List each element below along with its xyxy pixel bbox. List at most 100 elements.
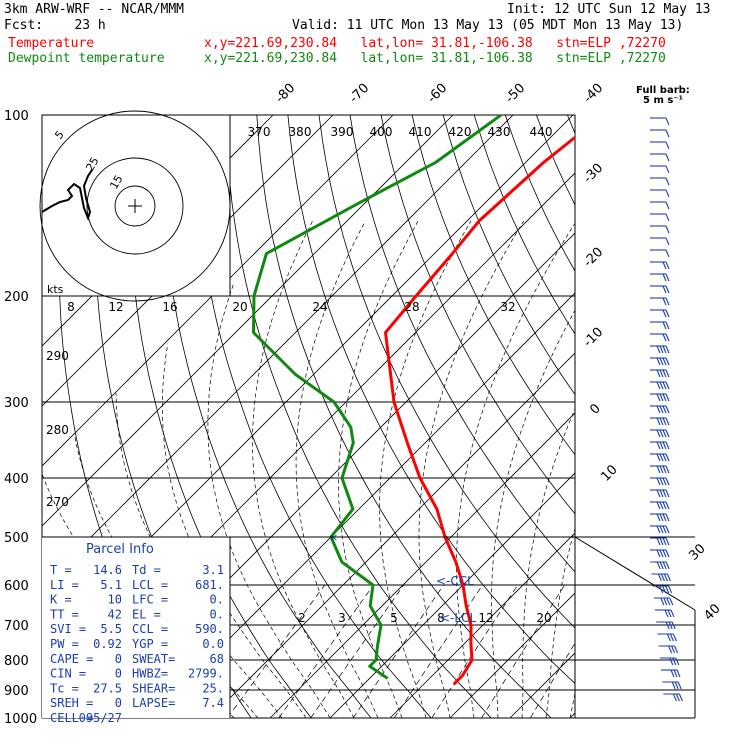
- mixing-ratio-label: 3: [338, 611, 346, 625]
- parcel-info-cell: 0.0: [202, 637, 224, 651]
- left-theta-label: 280: [46, 423, 69, 437]
- temperature-legend-label: Temperature: [8, 36, 95, 51]
- dry-adiabat-line: [536, 115, 575, 206]
- wind-barb: [650, 309, 670, 318]
- forecast-hour: Fcst: 23 h: [4, 18, 106, 33]
- isotherm-line: [209, 352, 575, 719]
- parcel-info-cell: 25.: [202, 681, 224, 695]
- mixing-ratio-upper-label: 20: [232, 300, 247, 314]
- mixing-ratio-line: [278, 584, 374, 719]
- isotherm-line: [149, 292, 575, 719]
- wind-barb: [650, 417, 670, 426]
- mixing-ratio-label: 2: [298, 611, 306, 625]
- wind-barb: [653, 597, 674, 606]
- isotherm-label: -30: [581, 161, 607, 187]
- pressure-tick-label: 900: [4, 684, 29, 699]
- wind-barb: [650, 369, 670, 378]
- moist-adiabat-line: [252, 220, 355, 719]
- wind-barb: [650, 513, 670, 522]
- parcel-info-cell: 42: [108, 607, 122, 621]
- wind-barb: [650, 285, 670, 294]
- wind-barb: [650, 393, 670, 402]
- dry-adiabat-line: [661, 115, 740, 718]
- isotherm-label: -20: [581, 245, 607, 271]
- mixing-ratio-upper-label: 28: [404, 300, 419, 314]
- parcel-info-cell: 5.1: [100, 578, 122, 592]
- dewpoint-location: x,y=221.69,230.84 lat,lon= 31.81,-106.38…: [204, 51, 666, 66]
- isotherm-label: 40: [701, 601, 723, 623]
- mixing-ratio-upper-label: 8: [67, 300, 75, 314]
- theta-label: 440: [530, 125, 553, 139]
- wind-barb: [650, 489, 670, 498]
- parcel-info-cell: SVI =: [50, 622, 86, 636]
- dry-adiabat-line: [287, 115, 575, 685]
- mixing-ratio-line: [481, 584, 565, 719]
- parcel-info-cell: SREH =: [50, 696, 93, 710]
- moist-adiabat-line: [295, 220, 379, 719]
- wind-barb: [650, 525, 670, 534]
- parcel-info-cell: 0: [115, 652, 122, 666]
- parcel-info-cell: 10: [108, 593, 122, 607]
- theta-label: 430: [488, 125, 511, 139]
- wind-barb: [650, 261, 670, 270]
- moist-adiabat-line: [456, 222, 575, 719]
- temperature-profile-line: [384, 135, 575, 686]
- parcel-info-cell: SWEAT=: [132, 652, 175, 666]
- axis-edge: [574, 536, 696, 611]
- parcel-info-cell: 681.: [195, 578, 224, 592]
- isotherm-label: -70: [347, 81, 373, 107]
- mixing-ratio-upper-label: 24: [312, 300, 327, 314]
- parcel-info-cell: 7.4: [202, 696, 224, 710]
- dry-adiabat-line: [380, 115, 575, 515]
- parcel-info-cell: CIN =: [50, 667, 86, 681]
- parcel-info-cell: 3.1: [202, 563, 224, 577]
- moist-adiabat-line: [569, 691, 575, 719]
- wind-barb: [650, 501, 670, 510]
- isotherm-line: [42, 115, 334, 407]
- wind-barb: [650, 237, 670, 246]
- parcel-info-cell: 2799.: [188, 667, 224, 681]
- theta-label: 410: [409, 125, 432, 139]
- hodograph-ring: [39, 110, 231, 302]
- lcl-marker: <-LCL: [440, 611, 476, 625]
- isotherm-line: [509, 652, 575, 719]
- parcel-info-cell: 5.5: [100, 622, 122, 636]
- parcel-info-cell: 590.: [195, 622, 224, 636]
- wind-barbs: Full barb:5 m s⁻¹: [636, 85, 690, 702]
- pressure-tick-label: 800: [4, 654, 29, 669]
- parcel-info-cell: 0: [115, 667, 122, 681]
- wind-barb: [650, 165, 670, 174]
- mixing-ratio-upper-label: 16: [162, 300, 177, 314]
- dewpoint-legend-label: Dewpoint temperature: [8, 51, 165, 66]
- mixing-ratio-label: 8: [437, 611, 445, 625]
- parcel-info-cell: LI =: [50, 578, 79, 592]
- isotherm-label: -80: [273, 81, 299, 107]
- pressure-tick-label: 700: [4, 619, 29, 634]
- wind-barb: [650, 453, 670, 462]
- parcel-info-cell: 14.6: [93, 563, 122, 577]
- parcel-info-cell: LFC =: [132, 593, 168, 607]
- moist-adiabat-line: [162, 343, 307, 719]
- mixing-ratio-line: [431, 584, 519, 719]
- wind-barb: [650, 177, 670, 186]
- isotherm-label: 30: [686, 541, 708, 563]
- wind-barb: [650, 561, 670, 570]
- wind-barb: [650, 549, 670, 558]
- mixing-ratio-line: [310, 584, 404, 719]
- wind-barb: [650, 153, 670, 162]
- wind-barb: [650, 429, 670, 438]
- theta-label: 420: [449, 125, 472, 139]
- parcel-info-cell: 0.: [210, 593, 224, 607]
- wind-barb: [650, 333, 670, 342]
- wind-barb: [650, 225, 670, 234]
- wind-barb: [650, 213, 670, 222]
- moist-adiabat-line: [491, 309, 575, 719]
- pressure-tick-label: 300: [4, 396, 29, 411]
- wind-barb: [650, 381, 670, 390]
- parcel-info-cell: 0.92: [93, 637, 122, 651]
- barb-key-title: Full barb:: [636, 85, 690, 96]
- parcel-info-cell: Tc =: [50, 681, 79, 695]
- wind-barb: [650, 357, 670, 366]
